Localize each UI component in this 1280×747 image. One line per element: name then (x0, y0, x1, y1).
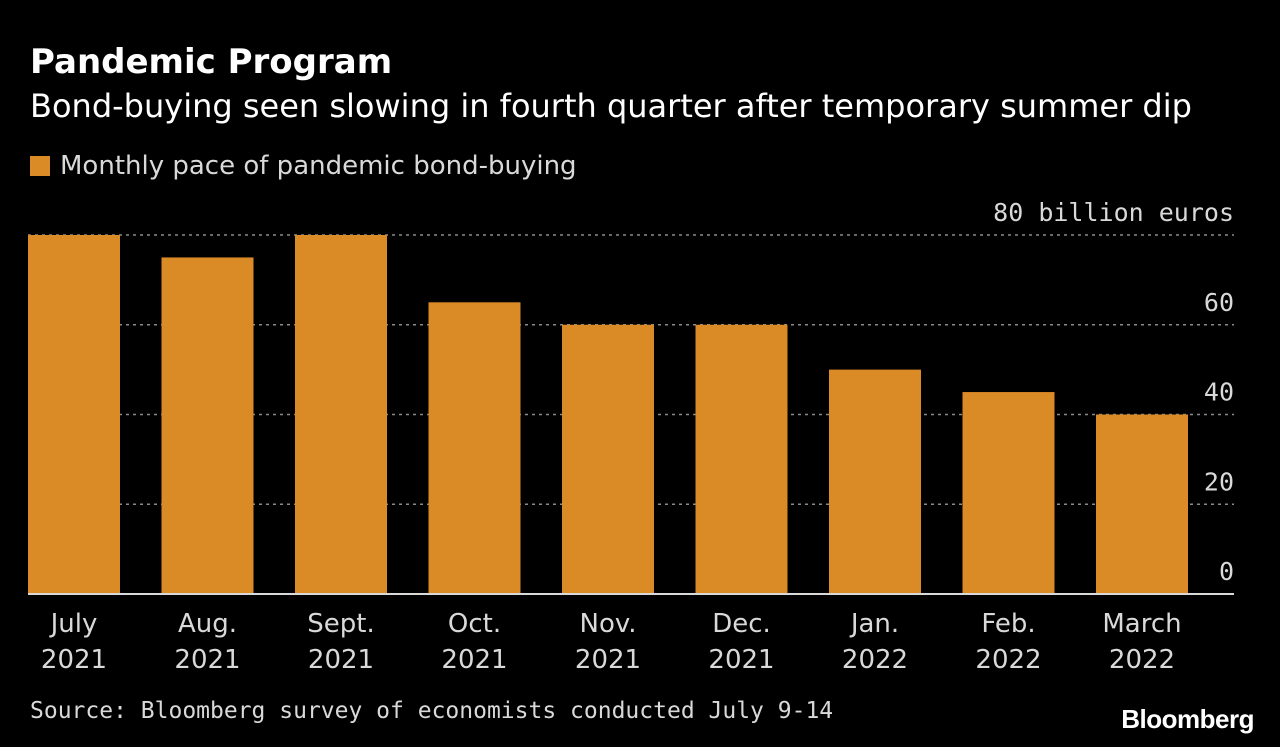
x-tick-label-year-4: 2021 (575, 645, 641, 675)
x-tick-label-month-4: Nov. (580, 609, 637, 639)
y-tick-label-60: 60 (1204, 288, 1234, 317)
bar-1 (161, 257, 254, 594)
y-axis-ticks: 0 20 40 60 80 billion euros (993, 198, 1234, 586)
y-tick-label-20: 20 (1204, 467, 1234, 496)
y-tick-label-80: 80 billion euros (993, 198, 1234, 227)
x-tick-label-month-1: Aug. (178, 609, 237, 639)
x-tick-label-month-2: Sept. (307, 609, 374, 639)
bar-3 (428, 302, 521, 594)
source-note: Source: Bloomberg survey of economists c… (30, 698, 834, 724)
bar-4 (562, 324, 654, 594)
x-tick-label-year-5: 2021 (708, 645, 774, 675)
x-tick-label-year-6: 2022 (842, 645, 908, 675)
chart-subtitle: Bond-buying seen slowing in fourth quart… (30, 87, 1192, 125)
x-tick-label-month-8: March (1102, 609, 1181, 639)
chart-title: Pandemic Program (30, 42, 393, 82)
bar-5 (695, 324, 788, 594)
x-tick-label-month-0: July (49, 609, 98, 639)
x-tick-label-year-8: 2022 (1109, 645, 1175, 675)
legend-label: Monthly pace of pandemic bond-buying (60, 151, 577, 181)
x-tick-label-month-6: Jan. (849, 609, 899, 639)
x-axis-ticks: July 2021 Aug. 2021 Sept. 2021 Oct. 2021 Nov. 202… (41, 609, 1182, 675)
legend-swatch (30, 156, 50, 176)
x-tick-label-year-3: 2021 (441, 645, 507, 675)
y-tick-label-40: 40 (1204, 378, 1234, 407)
bars (28, 235, 1188, 594)
bar-8 (1096, 414, 1188, 594)
bloomberg-logo: Bloomberg (1121, 704, 1254, 734)
x-tick-label-year-7: 2022 (975, 645, 1041, 675)
legend: Monthly pace of pandemic bond-buying (30, 148, 577, 184)
x-tick-label-month-3: Oct. (448, 609, 501, 639)
bar-0 (28, 235, 120, 594)
x-tick-label-year-2: 2021 (308, 645, 374, 675)
y-tick-label-0: 0 (1219, 557, 1234, 586)
bar-7 (962, 392, 1055, 594)
x-tick-label-year-0: 2021 (41, 645, 107, 675)
x-tick-label-month-5: Dec. (712, 609, 771, 639)
x-tick-label-year-1: 2021 (174, 645, 240, 675)
x-tick-label-month-7: Feb. (981, 609, 1035, 639)
bar-6 (829, 369, 921, 594)
bar-2 (295, 235, 387, 594)
